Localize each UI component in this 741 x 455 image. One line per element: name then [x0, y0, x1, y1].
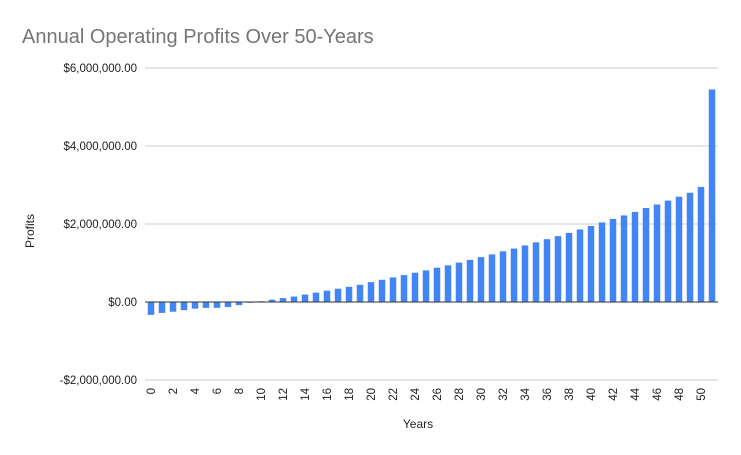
bar: [455, 262, 463, 302]
x-tick-label: 0: [146, 388, 158, 394]
bar: [543, 239, 551, 302]
bar: [554, 236, 562, 302]
x-tick-label: 20: [366, 388, 378, 401]
bar: [664, 200, 672, 302]
bar: [510, 248, 518, 302]
bar: [532, 242, 540, 302]
bar: [378, 279, 386, 302]
x-tick-label: 28: [454, 388, 466, 401]
y-tick-label: $0.00: [108, 297, 137, 309]
bar: [609, 218, 617, 302]
x-tick-label: 38: [564, 388, 576, 401]
bar: [444, 265, 452, 302]
x-tick-label: 50: [696, 388, 708, 401]
x-tick-label: 14: [300, 387, 312, 400]
x-tick-label: 18: [344, 388, 356, 401]
x-tick-label: 12: [278, 388, 290, 401]
bar: [631, 211, 639, 302]
x-tick-label: 2: [168, 388, 180, 394]
x-tick-label: 26: [432, 388, 444, 401]
x-tick-label: 46: [652, 388, 664, 401]
bar: [224, 302, 232, 308]
bar: [521, 245, 529, 302]
x-tick-label: 30: [476, 388, 488, 401]
x-tick-label: 44: [630, 387, 642, 400]
bar: [367, 282, 375, 302]
bar: [180, 302, 188, 311]
bar: [477, 257, 485, 302]
y-tick-label: -$2,000,000.00: [60, 375, 137, 387]
bar: [576, 229, 584, 302]
y-tick-label: $2,000,000.00: [63, 219, 137, 231]
bar: [620, 215, 628, 302]
bar: [642, 208, 650, 302]
y-tick-label: $6,000,000.00: [63, 63, 137, 75]
bar: [411, 272, 419, 302]
bar: [422, 270, 430, 302]
x-tick-label: 10: [256, 388, 268, 401]
bar: [708, 89, 716, 302]
bar: [158, 302, 166, 313]
x-tick-label: 8: [234, 388, 246, 394]
x-axis-label: Years: [403, 417, 433, 431]
y-tick-label: $4,000,000.00: [63, 141, 137, 153]
bar: [312, 292, 320, 302]
bar: [169, 302, 177, 312]
x-tick-label: 22: [388, 388, 400, 401]
bar: [565, 232, 573, 302]
bars: [147, 89, 716, 315]
bar: [334, 288, 342, 302]
x-tick-label: 16: [322, 388, 334, 401]
bar: [268, 299, 276, 302]
x-tick-label: 36: [542, 388, 554, 401]
bar: [323, 290, 331, 302]
bar: [389, 277, 397, 302]
bar: [653, 204, 661, 302]
bar: [488, 254, 496, 302]
bar: [587, 225, 595, 302]
bar: [290, 296, 298, 302]
chart-title: Annual Operating Profits Over 50-Years: [22, 26, 374, 48]
x-tick-label: 48: [674, 388, 686, 401]
bar: [400, 275, 408, 302]
bar: [356, 284, 364, 302]
bar: [147, 302, 155, 315]
bar: [686, 192, 694, 302]
bar: [301, 294, 309, 302]
bar: [235, 302, 243, 306]
x-tick-label: 40: [586, 388, 598, 401]
bar: [697, 186, 705, 302]
x-tick-label: 34: [520, 387, 532, 400]
x-tick-label: 24: [410, 387, 422, 400]
bar: [675, 196, 683, 302]
y-axis-label: Profits: [23, 214, 37, 248]
x-axis-ticks: 0 2 4 6 8 10 12 14 16 18 20 22 24 26 28 30 32 34 36 38 40 42 4…: [146, 387, 708, 400]
x-tick-label: 6: [212, 388, 224, 394]
bar: [202, 302, 210, 308]
bar: [279, 298, 287, 302]
bar: [433, 267, 441, 302]
bar: [191, 302, 199, 309]
bar: [598, 222, 606, 302]
x-tick-label: 42: [608, 388, 620, 401]
x-tick-label: 32: [498, 388, 510, 401]
bar: [466, 259, 474, 302]
x-tick-label: 4: [190, 387, 202, 394]
bar: [499, 251, 507, 302]
bar: [213, 302, 221, 308]
y-axis-ticks: $6,000,000.00 $4,000,000.00 $2,000,000.00 $…: [60, 63, 137, 387]
bar: [345, 286, 353, 302]
